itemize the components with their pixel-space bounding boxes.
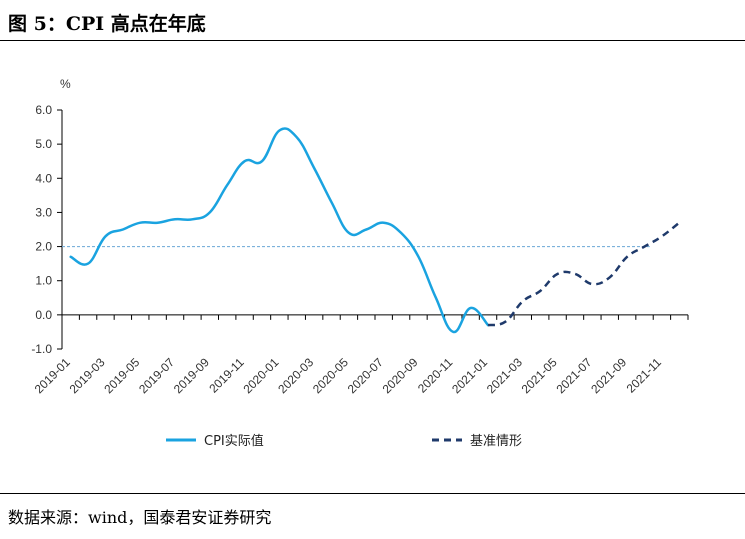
y-tick-label: 3.0 bbox=[35, 205, 52, 219]
x-tick-label: 2021-07 bbox=[553, 355, 594, 396]
y-axis-unit-label: % bbox=[60, 77, 71, 91]
figure-title: 图 5：CPI 高点在年底 bbox=[8, 13, 206, 35]
x-tick-label: 2021-03 bbox=[484, 355, 525, 396]
x-tick-label: 2019-03 bbox=[67, 355, 108, 396]
series-line-cpi-actual bbox=[69, 127, 490, 334]
x-tick-label: 2021-01 bbox=[449, 355, 490, 396]
y-tick-label: -1.0 bbox=[31, 342, 52, 356]
x-tick-label: 2019-11 bbox=[206, 355, 247, 396]
x-tick-label: 2020-07 bbox=[345, 355, 386, 396]
x-tick-label: 2021-09 bbox=[588, 355, 629, 396]
y-tick-label: 6.0 bbox=[35, 103, 52, 117]
legend-cpi-actual-label: CPI实际值 bbox=[204, 433, 264, 449]
series-line-baseline bbox=[487, 221, 681, 327]
data-source: 数据来源：wind，国泰君安证券研究 bbox=[8, 508, 272, 527]
source-divider bbox=[0, 493, 745, 494]
y-tick-label: 5.0 bbox=[35, 137, 52, 151]
x-tick-label: 2020-11 bbox=[415, 355, 456, 396]
x-tick-label: 2020-09 bbox=[380, 355, 421, 396]
cpi-line-chart: 6.0 5.0 4.0 3.0 2.0 1.0 0.0 -1.0% 2019-012019-03… bbox=[31, 77, 689, 449]
x-tick-label: 2021-05 bbox=[519, 355, 560, 396]
x-tick-label: 2019-09 bbox=[171, 355, 212, 396]
x-tick-label: 2019-01 bbox=[32, 355, 73, 396]
x-tick-label: 2019-05 bbox=[101, 355, 142, 396]
x-tick-label: 2021-11 bbox=[624, 355, 665, 396]
y-tick-label: 0.0 bbox=[35, 308, 52, 322]
title-divider bbox=[0, 40, 745, 41]
y-tick-label: 4.0 bbox=[35, 171, 52, 185]
x-tick-label: 2020-03 bbox=[275, 355, 316, 396]
x-tick-label: 2020-05 bbox=[310, 355, 351, 396]
legend-baseline-label: 基准情形 bbox=[470, 434, 522, 449]
y-tick-label: 2.0 bbox=[35, 240, 52, 254]
x-tick-label: 2020-01 bbox=[240, 355, 281, 396]
x-tick-label: 2019-07 bbox=[136, 355, 177, 396]
y-tick-label: 1.0 bbox=[35, 274, 52, 288]
